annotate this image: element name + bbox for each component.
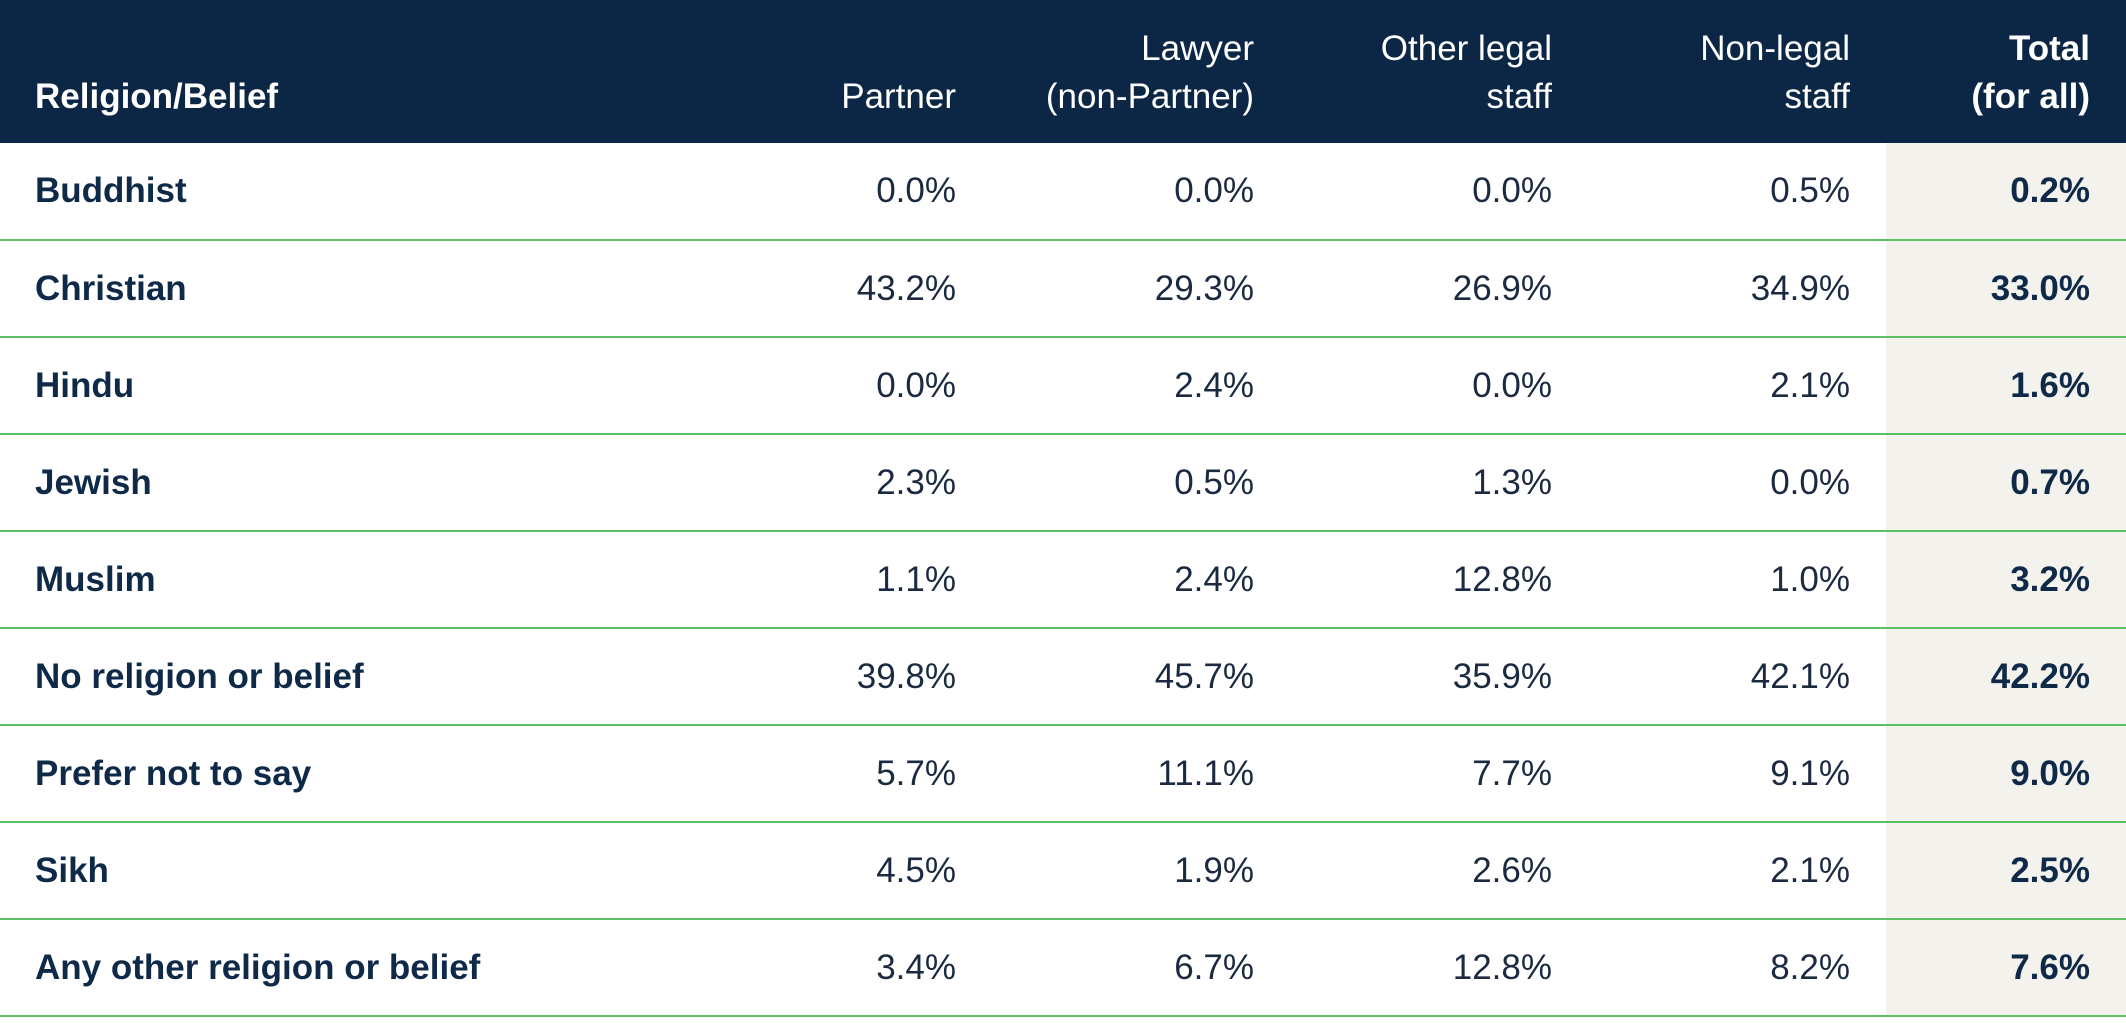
column-header-line: Total	[2008, 29, 2090, 68]
value-cell-lawyer: 0.5%	[992, 434, 1290, 532]
total-value-cell: 42.2%	[1886, 628, 2126, 726]
table-row: Christian 43.2% 29.3% 26.9% 34.9% 33.0%	[0, 240, 2126, 338]
value-cell-non-legal: 34.9%	[1588, 240, 1886, 338]
header-row: Religion/Belief Partner Lawyer (non-Partner…	[0, 0, 2126, 143]
table-row: Muslim 1.1% 2.4% 12.8% 1.0% 3.2%	[0, 531, 2126, 629]
row-label: Hindu	[0, 337, 694, 435]
value-cell-other-legal: 0.0%	[1290, 337, 1588, 435]
row-label: Sikh	[0, 822, 694, 920]
value-cell-non-legal: 1.0%	[1588, 531, 1886, 629]
column-header-other-legal: Other legal staff	[1290, 0, 1588, 143]
column-header-line: Religion/Belief	[35, 77, 279, 116]
column-header-line: staff	[1486, 77, 1552, 116]
value-cell-other-legal: 7.7%	[1290, 725, 1588, 823]
total-value-cell: 2.5%	[1886, 822, 2126, 920]
value-cell-non-legal: 9.1%	[1588, 725, 1886, 823]
row-label: Any other religion or belief	[0, 919, 694, 1017]
row-label: Muslim	[0, 531, 694, 629]
table-body: Buddhist 0.0% 0.0% 0.0% 0.5% 0.2% Christian 43.…	[0, 143, 2126, 1017]
column-header-total: Total (for all)	[1886, 0, 2126, 143]
value-cell-lawyer: 11.1%	[992, 725, 1290, 823]
value-cell-partner: 5.7%	[694, 725, 992, 823]
table-row: No religion or belief 39.8% 45.7% 35.9% 42.1…	[0, 628, 2126, 726]
value-cell-partner: 39.8%	[694, 628, 992, 726]
value-cell-non-legal: 0.5%	[1588, 143, 1886, 241]
value-cell-other-legal: 26.9%	[1290, 240, 1588, 338]
table-row: Any other religion or belief 3.4% 6.7% 12.8…	[0, 919, 2126, 1017]
value-cell-lawyer: 2.4%	[992, 531, 1290, 629]
row-label: Prefer not to say	[0, 725, 694, 823]
total-value-cell: 3.2%	[1886, 531, 2126, 629]
value-cell-non-legal: 0.0%	[1588, 434, 1886, 532]
total-value-cell: 0.2%	[1886, 143, 2126, 241]
column-header-lawyer: Lawyer (non-Partner)	[992, 0, 1290, 143]
total-value-cell: 33.0%	[1886, 240, 2126, 338]
value-cell-lawyer: 6.7%	[992, 919, 1290, 1017]
column-header-line: Lawyer	[1141, 29, 1254, 68]
value-cell-partner: 1.1%	[694, 531, 992, 629]
value-cell-other-legal: 35.9%	[1290, 628, 1588, 726]
value-cell-other-legal: 12.8%	[1290, 531, 1588, 629]
value-cell-lawyer: 2.4%	[992, 337, 1290, 435]
column-header-line: Partner	[841, 77, 956, 116]
value-cell-partner: 3.4%	[694, 919, 992, 1017]
value-cell-non-legal: 42.1%	[1588, 628, 1886, 726]
table-row: Prefer not to say 5.7% 11.1% 7.7% 9.1% 9.0%	[0, 725, 2126, 823]
column-header-line: Other legal	[1380, 29, 1552, 68]
table-header: Religion/Belief Partner Lawyer (non-Partner…	[0, 0, 2126, 143]
value-cell-non-legal: 2.1%	[1588, 337, 1886, 435]
value-cell-non-legal: 2.1%	[1588, 822, 1886, 920]
value-cell-lawyer: 45.7%	[992, 628, 1290, 726]
column-header-line: Non-legal	[1700, 29, 1850, 68]
value-cell-other-legal: 1.3%	[1290, 434, 1588, 532]
column-header-line: staff	[1784, 77, 1850, 116]
table-row: Jewish 2.3% 0.5% 1.3% 0.0% 0.7%	[0, 434, 2126, 532]
value-cell-partner: 2.3%	[694, 434, 992, 532]
column-header-line: (for all)	[1971, 77, 2090, 116]
value-cell-partner: 0.0%	[694, 143, 992, 241]
table-row: Buddhist 0.0% 0.0% 0.0% 0.5% 0.2%	[0, 143, 2126, 241]
total-value-cell: 1.6%	[1886, 337, 2126, 435]
value-cell-lawyer: 29.3%	[992, 240, 1290, 338]
table-row: Hindu 0.0% 2.4% 0.0% 2.1% 1.6%	[0, 337, 2126, 435]
value-cell-lawyer: 1.9%	[992, 822, 1290, 920]
value-cell-partner: 0.0%	[694, 337, 992, 435]
column-header-label: Religion/Belief	[0, 0, 694, 143]
column-header-partner: Partner	[694, 0, 992, 143]
total-value-cell: 9.0%	[1886, 725, 2126, 823]
value-cell-partner: 4.5%	[694, 822, 992, 920]
total-value-cell: 7.6%	[1886, 919, 2126, 1017]
value-cell-other-legal: 12.8%	[1290, 919, 1588, 1017]
value-cell-lawyer: 0.0%	[992, 143, 1290, 241]
value-cell-other-legal: 2.6%	[1290, 822, 1588, 920]
total-value-cell: 0.7%	[1886, 434, 2126, 532]
table-row: Sikh 4.5% 1.9% 2.6% 2.1% 2.5%	[0, 822, 2126, 920]
value-cell-non-legal: 8.2%	[1588, 919, 1886, 1017]
value-cell-other-legal: 0.0%	[1290, 143, 1588, 241]
column-header-line: (non-Partner)	[1045, 77, 1254, 116]
row-label: Buddhist	[0, 143, 694, 241]
row-label: Christian	[0, 240, 694, 338]
value-cell-partner: 43.2%	[694, 240, 992, 338]
row-label: Jewish	[0, 434, 694, 532]
column-header-non-legal: Non-legal staff	[1588, 0, 1886, 143]
row-label: No religion or belief	[0, 628, 694, 726]
